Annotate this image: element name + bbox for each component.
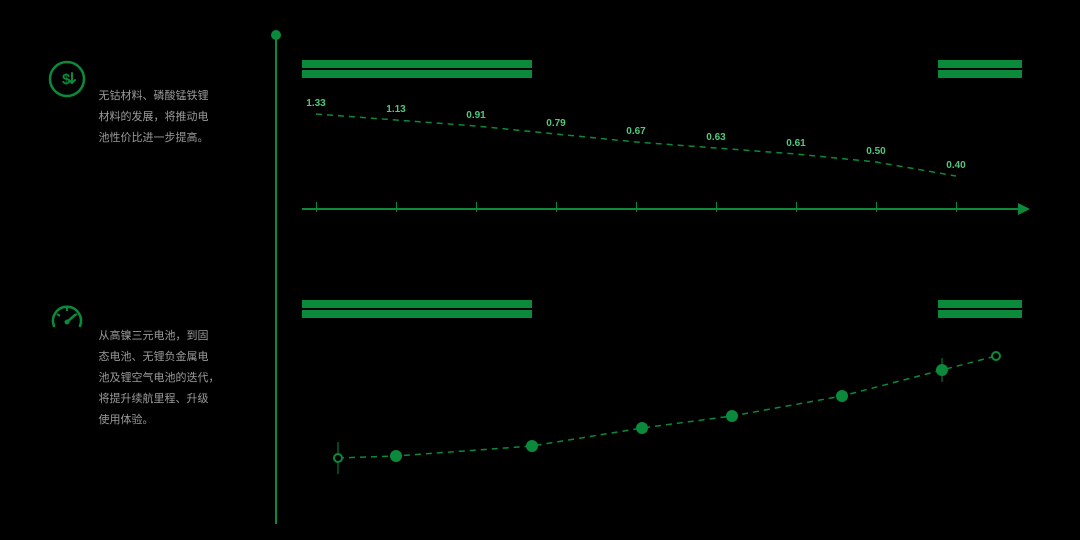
- cost-chart: 1.33 1.13 0.91 0.79 0.67 0.63 0.61 0.50 0.40: [302, 90, 1042, 240]
- data-point: [333, 453, 343, 463]
- banner: [938, 70, 1022, 78]
- banner: [302, 60, 532, 68]
- axis-arrow-icon: [1018, 203, 1030, 215]
- data-label: 0.63: [706, 132, 725, 143]
- gauge-icon: [48, 300, 86, 343]
- range-trend-line: [302, 330, 1022, 500]
- data-label: 0.40: [946, 160, 965, 171]
- section-cost-banners: [302, 60, 1042, 80]
- banner: [302, 310, 532, 318]
- data-point: [526, 440, 538, 452]
- axis-tick: [556, 202, 557, 212]
- data-point: [726, 410, 738, 422]
- cost-axis: [302, 208, 1022, 210]
- banner: [938, 60, 1022, 68]
- data-point: [991, 351, 1001, 361]
- axis-tick: [876, 202, 877, 212]
- section-cost-right: 1.33 1.13 0.91 0.79 0.67 0.63 0.61 0.50 0.40: [302, 60, 1042, 240]
- banner: [302, 70, 532, 78]
- banner: [938, 300, 1022, 308]
- timeline-start-dot: [271, 30, 281, 40]
- section-range-banners: [302, 300, 1042, 320]
- axis-tick: [796, 202, 797, 212]
- data-label: 0.79: [546, 118, 565, 129]
- dollar-down-icon: $: [48, 60, 86, 103]
- axis-tick: [716, 202, 717, 212]
- timeline-rail: [275, 34, 277, 524]
- axis-tick: [636, 202, 637, 212]
- axis-tick: [396, 202, 397, 212]
- axis-tick: [476, 202, 477, 212]
- range-chart: [302, 330, 1042, 500]
- section-cost-left: $ 无钴材料、磷酸锰铁锂 材料的发展，将推动电 池性价比进一步提高。: [48, 60, 248, 149]
- data-point: [936, 364, 948, 376]
- data-point: [836, 390, 848, 402]
- section-range-right: [302, 300, 1042, 500]
- data-label: 0.50: [866, 146, 885, 157]
- section-range-desc: 从高镍三元电池，到固 态电池、无锂负金属电 池及锂空气电池的迭代， 将提升续航里…: [98, 300, 228, 430]
- cost-trend-line: [302, 90, 1022, 240]
- data-label: 1.13: [386, 104, 405, 115]
- section-range-left: 从高镍三元电池，到固 态电池、无锂负金属电 池及锂空气电池的迭代， 将提升续航里…: [48, 300, 248, 430]
- data-label: 0.91: [466, 110, 485, 121]
- banner: [302, 300, 532, 308]
- section-cost-desc: 无钴材料、磷酸锰铁锂 材料的发展，将推动电 池性价比进一步提高。: [98, 60, 228, 149]
- axis-tick: [956, 202, 957, 212]
- axis-tick: [316, 202, 317, 212]
- data-label: 0.67: [626, 126, 645, 137]
- banner: [938, 310, 1022, 318]
- data-point: [636, 422, 648, 434]
- data-label: 0.61: [786, 138, 805, 149]
- data-label: 1.33: [306, 98, 325, 109]
- data-point: [390, 450, 402, 462]
